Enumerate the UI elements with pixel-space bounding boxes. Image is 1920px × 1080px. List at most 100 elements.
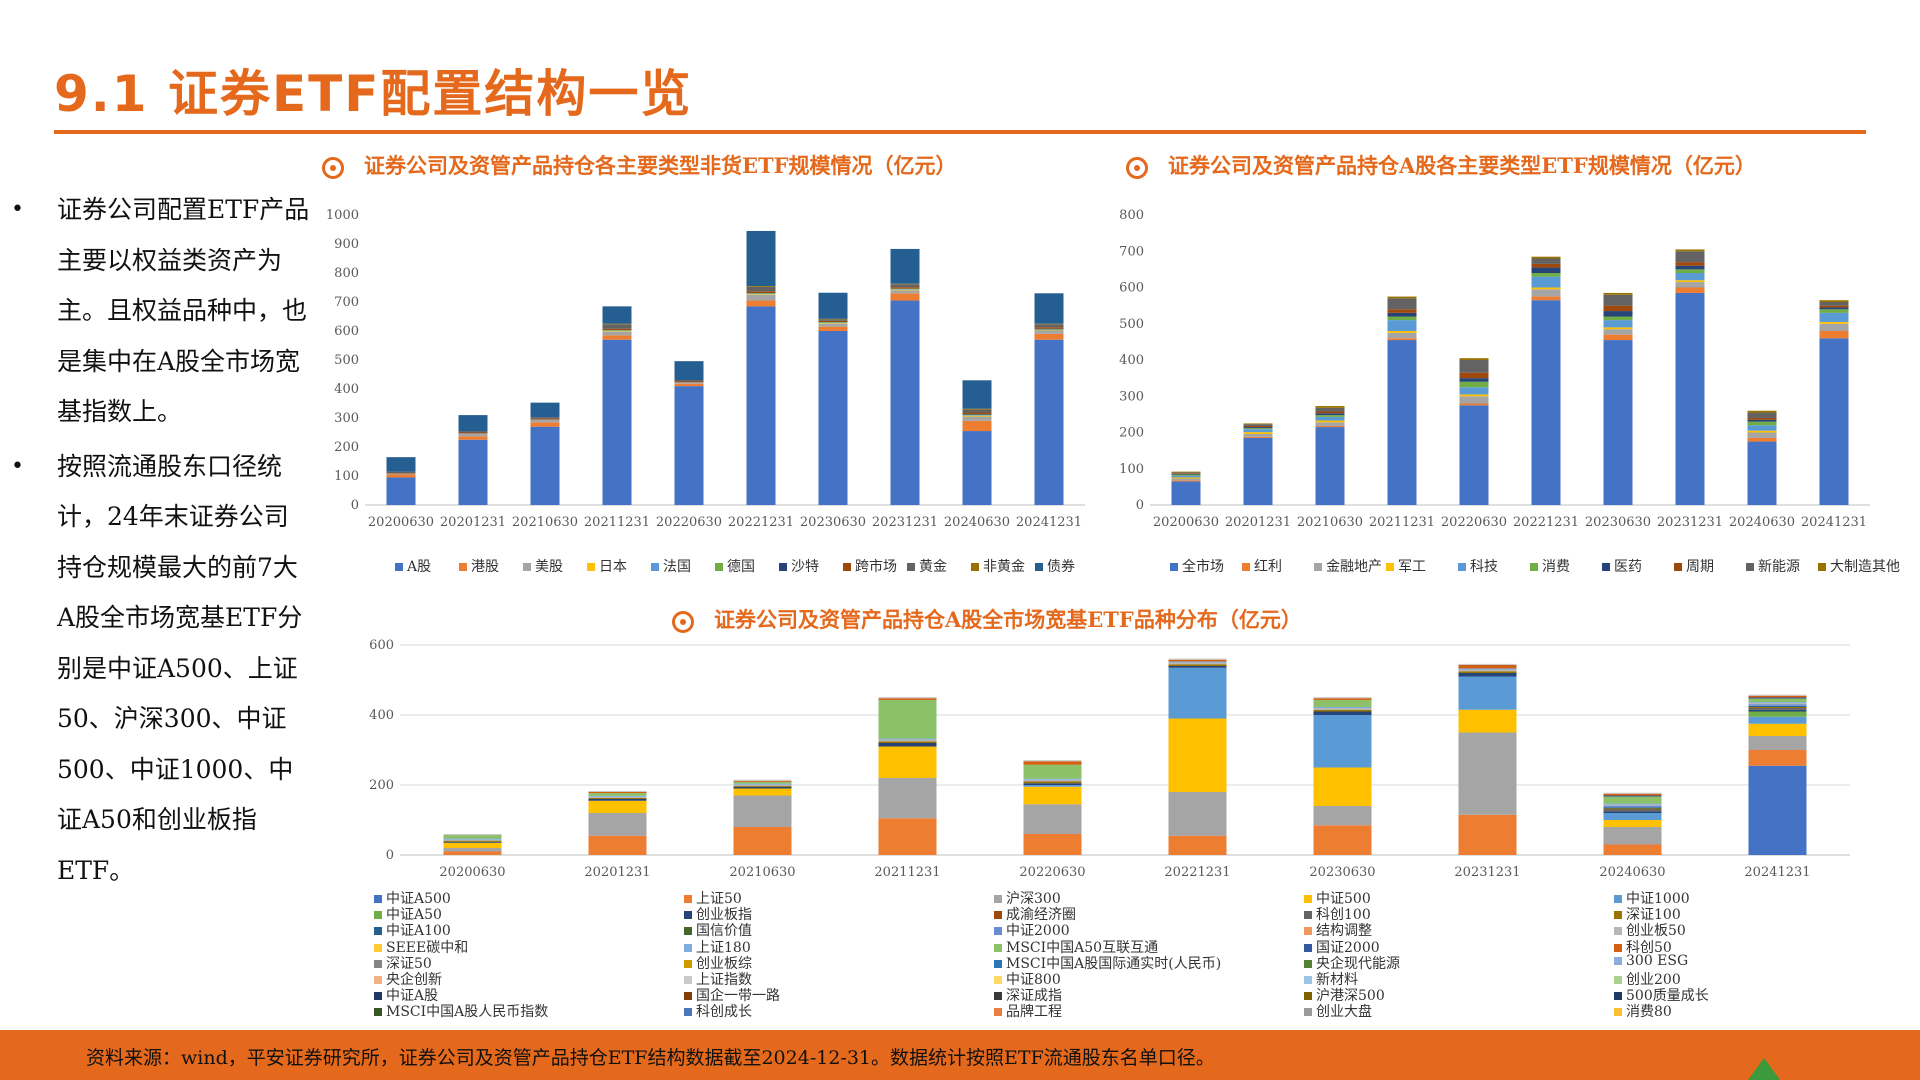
bar-segment (1747, 419, 1777, 422)
bar-segment (1531, 289, 1561, 297)
bar-segment (746, 286, 776, 292)
x-tick-label: 20211231 (874, 865, 940, 880)
legend-swatch (994, 927, 1002, 936)
legend-swatch (523, 563, 531, 571)
bar-segment (890, 284, 920, 288)
bar-segment (674, 380, 704, 382)
bar-segment (1387, 338, 1417, 341)
bar-segment (1313, 698, 1372, 700)
bar-segment (1315, 415, 1345, 417)
legend-swatch (1530, 563, 1538, 571)
legend-label: 沙特 (791, 559, 819, 575)
bar-segment (530, 418, 560, 420)
bar-segment (443, 839, 502, 841)
bar-segment (1747, 432, 1777, 438)
bar-segment (1313, 709, 1372, 712)
legend-label: 国信价值 (696, 923, 752, 940)
bar-segment (1313, 706, 1372, 708)
bar-segment (746, 300, 776, 307)
chart1-legend: A股 港股 美股 日本 法国 德国 沙特 跨市场 黄金 非黄金 债券 (395, 556, 1095, 576)
x-tick-label: 20201231 (440, 515, 506, 530)
bar-segment (1243, 437, 1273, 505)
legend-label: 深证100 (1626, 907, 1681, 924)
legend-label: 创业200 (1626, 972, 1681, 988)
target-icon (1126, 156, 1148, 179)
bar-segment (1387, 296, 1417, 299)
bar-segment (1387, 332, 1417, 339)
bar-segment (1603, 793, 1662, 796)
bar-segment (1748, 711, 1807, 717)
legend-item: MSCI中国A股人民币指数 (374, 1001, 548, 1021)
bar-segment (1243, 432, 1273, 434)
bar-segment (1603, 334, 1633, 341)
legend-item: 深证100 (1614, 904, 1681, 924)
legend-item: A股 (395, 556, 431, 576)
legend-label: 中证1000 (1626, 891, 1690, 907)
bar-segment (878, 699, 937, 739)
legend-item: 成渝经济圈 (994, 904, 1076, 924)
bar-segment (1748, 765, 1807, 855)
bar-segment (1458, 663, 1517, 665)
legend-swatch (684, 1008, 692, 1017)
bar-segment (1603, 795, 1662, 797)
bar-segment (890, 290, 920, 294)
bar-segment (962, 409, 992, 413)
legend-label: 中证800 (1006, 972, 1061, 988)
bar-segment (602, 330, 632, 331)
legend-item: 债券 (1035, 556, 1075, 576)
legend-swatch (1242, 563, 1250, 571)
bar-segment (1458, 664, 1517, 669)
bar-segment (602, 323, 632, 325)
bar-segment (1387, 316, 1417, 321)
legend-swatch (684, 911, 692, 920)
bar-segment (1034, 323, 1064, 325)
bar-segment (733, 784, 792, 786)
bar-segment (818, 331, 848, 505)
bar-segment (1387, 309, 1417, 313)
legend-item: 国企一带一路 (684, 985, 780, 1005)
legend-item: 中证A50 (374, 904, 442, 924)
x-tick-label: 20221231 (728, 515, 794, 530)
bar-segment (1748, 750, 1807, 766)
legend-item: 上证180 (684, 937, 751, 957)
legend-item: 消费80 (1614, 1001, 1672, 1021)
legend-label: 德国 (727, 559, 755, 575)
bar-segment (386, 471, 416, 474)
bar-segment (588, 792, 647, 794)
x-tick-label: 20210630 (1297, 515, 1363, 530)
bar-segment (1747, 418, 1777, 420)
bar-segment (443, 842, 502, 848)
bar-segment (1747, 430, 1777, 433)
y-tick-label: 900 (334, 237, 359, 252)
bar-segment (1023, 761, 1082, 765)
bar-segment (1168, 658, 1227, 660)
x-tick-label: 20230630 (1309, 865, 1375, 880)
y-tick-label: 100 (334, 469, 359, 484)
legend-item: 科技 (1458, 556, 1498, 576)
legend-label: MSCI中国A50互联互通 (1006, 939, 1159, 956)
bar-segment (1171, 474, 1201, 476)
legend-item: 中证2000 (994, 920, 1070, 940)
legend-label: 医药 (1614, 559, 1642, 575)
legend-swatch (1386, 563, 1394, 571)
bar-segment (1531, 256, 1561, 259)
legend-swatch (1746, 563, 1754, 571)
bar-segment (1603, 792, 1662, 794)
x-tick-label: 20201231 (584, 865, 650, 880)
legend-item: 新材料 (1304, 969, 1358, 989)
bar-segment (602, 328, 632, 331)
x-tick-label: 20201231 (1225, 515, 1291, 530)
bar-segment (1531, 287, 1561, 290)
bar-segment (386, 477, 416, 505)
legend-swatch (715, 563, 723, 571)
bar-segment (1603, 807, 1662, 809)
bar-segment (1531, 273, 1561, 277)
bar-segment (674, 382, 704, 384)
y-tick-label: 600 (334, 324, 359, 339)
bar-segment (1675, 269, 1705, 273)
legend-label: 央企创新 (386, 972, 442, 988)
bar-segment (1748, 723, 1807, 736)
legend-label: 法国 (663, 559, 691, 575)
bar-segment (1459, 394, 1489, 397)
bar-segment (458, 433, 488, 437)
